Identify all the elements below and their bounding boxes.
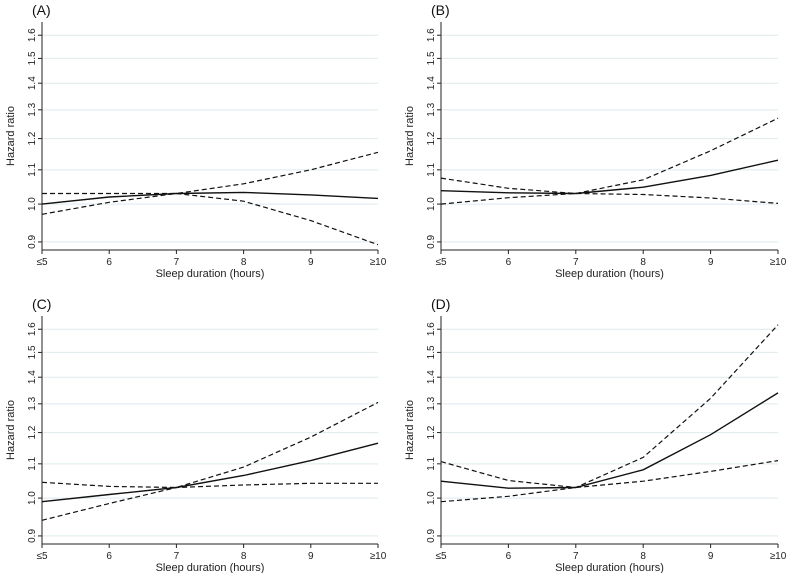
y-tick-label: 1.2 <box>27 425 38 439</box>
x-tick-label: ≤5 <box>435 551 446 562</box>
upper-ci-line <box>440 117 779 195</box>
y-tick-label: 0.9 <box>27 529 38 543</box>
y-tick-label: 1.3 <box>27 102 38 116</box>
y-tick-label: 1.4 <box>426 76 437 90</box>
lower-ci-line <box>41 482 378 521</box>
y-tick-label: 1.3 <box>426 102 437 116</box>
y-tick-label: 1.5 <box>27 345 38 359</box>
y-tick-label: 1.2 <box>426 425 437 439</box>
x-tick-label: 9 <box>308 257 314 268</box>
lower-ci-line <box>440 460 779 503</box>
x-axis-label: Sleep duration (hours) <box>156 562 265 573</box>
chart-panel-2: 0.9 1.0 1.1 1.2 1.3 1.4 1.5 1.6 ≤5 6 7 8 9 ≥10 Sleep d… <box>404 2 787 280</box>
x-tick-label: 6 <box>506 551 512 562</box>
x-axis-label: Sleep duration (hours) <box>156 268 265 280</box>
x-tick-label: 9 <box>308 551 314 562</box>
y-tick-label: 1.1 <box>27 456 38 470</box>
y-axis-label: Hazard ratio <box>5 106 17 166</box>
hazard-ratio-line <box>41 442 379 503</box>
x-tick-label: 8 <box>640 257 646 268</box>
x-tick-label: 9 <box>708 551 714 562</box>
y-tick-label: 1.3 <box>27 396 38 410</box>
x-tick-label: 8 <box>640 551 646 562</box>
y-tick-label: 1.5 <box>27 51 38 65</box>
y-tick-label: 1.0 <box>27 197 38 211</box>
y-tick-label: 1.1 <box>426 162 437 176</box>
lower-ci-line <box>41 192 379 246</box>
x-tick-label: 8 <box>241 551 247 562</box>
y-tick-label: 1.0 <box>426 197 437 211</box>
x-tick-label: 7 <box>174 551 180 562</box>
y-tick-label: 1.1 <box>426 456 437 470</box>
panel-label: (B) <box>431 2 450 18</box>
x-tick-label: 8 <box>241 257 247 268</box>
x-tick-label: ≤5 <box>36 257 47 268</box>
x-tick-label: 7 <box>573 257 579 268</box>
x-tick-label: 7 <box>573 551 579 562</box>
y-axis-label: Hazard ratio <box>5 400 17 460</box>
y-tick-label: 1.0 <box>426 491 437 505</box>
x-tick-label: ≥10 <box>770 551 787 562</box>
panel-label: (C) <box>32 296 51 312</box>
y-tick-label: 1.5 <box>426 345 437 359</box>
upper-ci-line <box>440 324 779 489</box>
x-axis-label: Sleep duration (hours) <box>555 562 664 573</box>
y-axis-label: Hazard ratio <box>404 106 416 166</box>
x-tick-label: 6 <box>506 257 512 268</box>
y-tick-label: 1.6 <box>27 28 38 42</box>
panel-label: (A) <box>32 2 51 18</box>
y-axis-label: Hazard ratio <box>404 400 416 460</box>
x-axis-label: Sleep duration (hours) <box>555 268 664 280</box>
upper-ci-line <box>41 401 379 489</box>
hazard-ratio-line <box>440 392 779 489</box>
x-tick-label: ≤5 <box>36 551 47 562</box>
y-tick-label: 1.4 <box>27 370 38 384</box>
y-tick-label: 1.6 <box>426 322 437 336</box>
y-tick-label: 1.0 <box>27 491 38 505</box>
chart-panel-1: 0.9 1.0 1.1 1.2 1.3 1.4 1.5 1.6 ≤5 6 7 8 9 ≥10 Sleep d… <box>5 2 387 280</box>
lower-ci-line <box>440 192 779 205</box>
x-tick-label: 7 <box>174 257 180 268</box>
x-tick-label: ≥10 <box>370 551 387 562</box>
x-tick-label: 6 <box>106 257 112 268</box>
x-tick-label: 6 <box>106 551 112 562</box>
y-tick-label: 1.1 <box>27 162 38 176</box>
x-tick-label: 9 <box>708 257 714 268</box>
y-tick-label: 0.9 <box>426 529 437 543</box>
x-tick-label: ≤5 <box>435 257 446 268</box>
y-tick-label: 1.2 <box>426 131 437 145</box>
y-tick-label: 1.6 <box>27 322 38 336</box>
y-tick-label: 0.9 <box>426 235 437 249</box>
hazard-ratio-line <box>440 159 779 195</box>
y-tick-label: 1.2 <box>27 131 38 145</box>
y-tick-label: 1.4 <box>426 370 437 384</box>
y-tick-label: 1.4 <box>27 76 38 90</box>
x-tick-label: ≥10 <box>770 257 787 268</box>
upper-ci-line <box>42 151 379 195</box>
panel-label: (D) <box>431 296 450 312</box>
y-tick-label: 1.6 <box>426 28 437 42</box>
chart-panel-4: 0.9 1.0 1.1 1.2 1.3 1.4 1.5 1.6 ≤5 6 7 8 9 ≥10 Sleep d… <box>404 296 787 573</box>
y-tick-label: 1.5 <box>426 51 437 65</box>
hazard-ratio-line <box>41 191 379 205</box>
y-tick-label: 1.3 <box>426 396 437 410</box>
chart-panel-3: 0.9 1.0 1.1 1.2 1.3 1.4 1.5 1.6 ≤5 6 7 8 9 ≥10 Sleep d… <box>5 296 387 573</box>
x-tick-label: ≥10 <box>370 257 387 268</box>
y-tick-label: 0.9 <box>27 235 38 249</box>
